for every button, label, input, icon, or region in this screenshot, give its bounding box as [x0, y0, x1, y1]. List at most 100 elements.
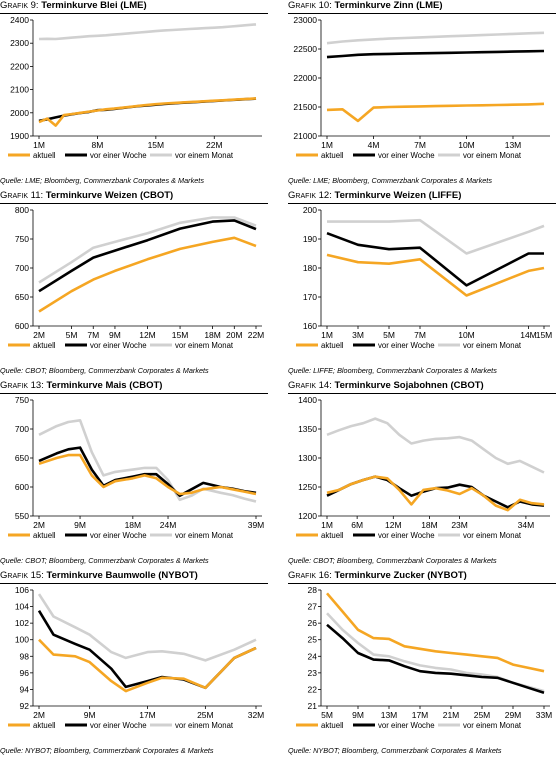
x-tick-label: 1M [321, 140, 333, 150]
chart-title-main: Terminkurve Blei (LME) [41, 0, 147, 11]
y-tick-label: 92 [20, 701, 30, 711]
x-tick-label: 9M [352, 710, 364, 720]
x-tick-label: 1M [33, 140, 45, 150]
legend-label: vor einem Monat [175, 151, 234, 160]
chart-source: Quelle: CBOT; Bloomberg, Commerzbank Cor… [0, 366, 209, 375]
legend-label: vor einem Monat [175, 531, 234, 540]
x-tick-label: 17M [139, 710, 156, 720]
series-line [326, 31, 545, 45]
chart-title-prefix: Grafik 16: [288, 570, 332, 581]
series-line [326, 475, 545, 512]
x-tick-label: 6M [351, 520, 363, 530]
x-tick-label: 32M [248, 710, 265, 720]
series-line [38, 23, 257, 41]
series-line [326, 623, 545, 694]
y-tick-label: 180 [303, 263, 317, 273]
y-tick-label: 1200 [298, 511, 317, 521]
y-tick-label: 650 [15, 292, 29, 302]
chart-panel-weizen-cbot: Grafik 11: Terminkurve Weizen (CBOT) 600… [0, 190, 270, 380]
y-tick-label: 750 [15, 234, 29, 244]
line-chart: 92 94 96 98 100 102 104 106 2M 9M 17M 25M 32M aktuell… [8, 585, 265, 730]
series-line [326, 231, 544, 287]
title-rule [288, 203, 556, 204]
chart-title-main: Terminkurve Weizen (LIFFE) [334, 190, 462, 201]
legend-label: aktuell [321, 151, 344, 160]
chart-title-main: Terminkurve Baumwolle (NYBOT) [46, 570, 198, 581]
x-tick-label: 18M [421, 520, 438, 530]
chart-source: Quelle: CBOT; Bloomberg, Commerzbank Cor… [288, 556, 497, 565]
series-line [38, 453, 257, 496]
y-tick-label: 2100 [10, 85, 29, 95]
legend-label: vor einem Monat [463, 151, 522, 160]
title-rule [0, 393, 268, 394]
chart-panel-blei: Grafik 9: Terminkurve Blei (LME) 1900 200… [0, 0, 270, 190]
legend-label: vor einer Woche [378, 531, 435, 540]
x-tick-label: 15M [536, 330, 553, 340]
y-tick-label: 1250 [298, 482, 317, 492]
series-line [38, 216, 257, 284]
chart-title-main: Terminkurve Zucker (NYBOT) [334, 570, 467, 581]
x-tick-label: 23M [451, 520, 468, 530]
y-tick-label: 170 [303, 292, 317, 302]
y-tick-label: 22500 [293, 44, 317, 54]
x-tick-label: 7M [87, 330, 99, 340]
chart-source: Quelle: LME; Bloomberg, Commerzbank Corp… [288, 176, 492, 185]
series-line [37, 610, 257, 690]
chart-title-prefix: Grafik 10: [288, 0, 332, 11]
y-tick-label: 27 [308, 602, 318, 612]
y-tick-label: 98 [20, 651, 30, 661]
x-tick-label: 15M [148, 140, 165, 150]
x-tick-label: 33M [536, 710, 553, 720]
x-tick-label: 25M [474, 710, 491, 720]
y-tick-label: 96 [20, 668, 30, 678]
legend-label: aktuell [321, 531, 344, 540]
y-tick-label: 700 [15, 424, 29, 434]
legend-label: vor einer Woche [90, 151, 147, 160]
chart-panel-zucker: Grafik 16: Terminkurve Zucker (NYBOT) 21… [288, 570, 558, 760]
x-tick-label: 9M [74, 520, 86, 530]
chart-title: Grafik 14: Terminkurve Sojabohnen (CBOT) [288, 380, 484, 391]
x-tick-label: 12M [139, 330, 156, 340]
y-tick-label: 21000 [293, 131, 317, 141]
series-line [38, 418, 257, 503]
y-tick-label: 21 [308, 701, 318, 711]
series-line [38, 236, 257, 313]
line-chart: 600 650 700 750 800 2M 5M 7M 9M 12M 15M 18M 20M 22M ak… [8, 205, 265, 350]
chart-title-prefix: Grafik 9: [0, 0, 39, 11]
x-tick-label: 2M [33, 520, 45, 530]
chart-title-prefix: Grafik 14: [288, 380, 332, 391]
x-tick-label: 5M [383, 330, 395, 340]
chart-panel-mais: Grafik 13: Terminkurve Mais (CBOT) 550 60… [0, 380, 270, 570]
x-tick-label: 25M [197, 710, 214, 720]
chart-source: Quelle: LIFFE; Bloomberg, Commerzbank Co… [288, 366, 497, 375]
chart-source: Quelle: NYBOT; Bloomberg, Commerzbank Co… [0, 746, 214, 755]
y-tick-label: 550 [15, 511, 29, 521]
x-tick-label: 20M [226, 330, 243, 340]
x-tick-label: 22M [248, 330, 265, 340]
x-tick-label: 3M [352, 330, 364, 340]
legend-label: vor einem Monat [175, 341, 234, 350]
y-tick-label: 2200 [10, 61, 29, 71]
line-chart: 550 600 650 700 750 2M 9M 18M 24M 39M aktuell vor e… [8, 395, 264, 540]
chart-panel-baumwolle: Grafik 15: Terminkurve Baumwolle (NYBOT)… [0, 570, 270, 760]
legend-label: aktuell [321, 341, 344, 350]
x-tick-label: 29M [505, 710, 522, 720]
chart-title-main: Terminkurve Zinn (LME) [334, 0, 443, 11]
x-tick-label: 10M [458, 330, 475, 340]
title-rule [288, 393, 556, 394]
line-chart: 1900 2000 2100 2200 2300 2400 1M 8M 15M 22M aktuel… [8, 15, 262, 160]
x-tick-label: 13M [505, 140, 522, 150]
y-tick-label: 2000 [10, 108, 29, 118]
series-line [326, 253, 545, 297]
series-line [326, 417, 545, 474]
y-tick-label: 1900 [10, 131, 29, 141]
y-tick-label: 2400 [10, 15, 29, 25]
chart-title: Grafik 10: Terminkurve Zinn (LME) [288, 0, 443, 11]
chart-title: Grafik 12: Terminkurve Weizen (LIFFE) [288, 190, 461, 201]
y-tick-label: 700 [15, 263, 29, 273]
y-tick-label: 600 [15, 321, 29, 331]
x-tick-label: 8M [92, 140, 104, 150]
chart-title-prefix: Grafik 15: [0, 570, 44, 581]
x-tick-label: 15M [172, 330, 189, 340]
legend-label: aktuell [33, 531, 56, 540]
